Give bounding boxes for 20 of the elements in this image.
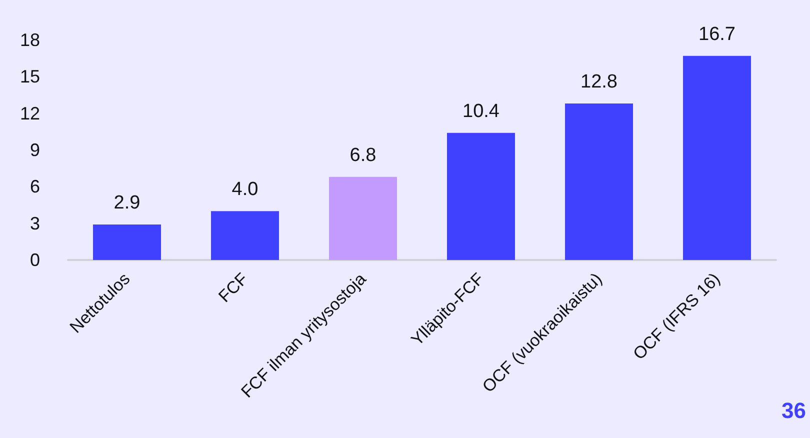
y-tick-label: 12 [20,103,40,124]
bar [565,104,633,260]
bar [683,56,751,260]
data-label: 4.0 [232,179,258,200]
text: 36 [782,398,806,424]
data-label: 16.7 [698,24,736,45]
bar [447,132,515,260]
y-tick-label: 15 [20,66,40,87]
y-tick-label: 0 [30,250,40,270]
data-label: 2.9 [114,192,140,214]
y-tick-label: 3 [30,213,40,234]
bar [211,211,279,260]
data-label: 6.8 [350,144,376,166]
bar [93,224,161,260]
data-label: 12.8 [580,72,618,93]
y-tick-label: 9 [30,140,40,160]
bar [329,176,397,260]
y-tick-label: 6 [30,176,40,197]
data-label: 10.4 [462,100,500,122]
y-tick-label: 18 [20,30,40,50]
